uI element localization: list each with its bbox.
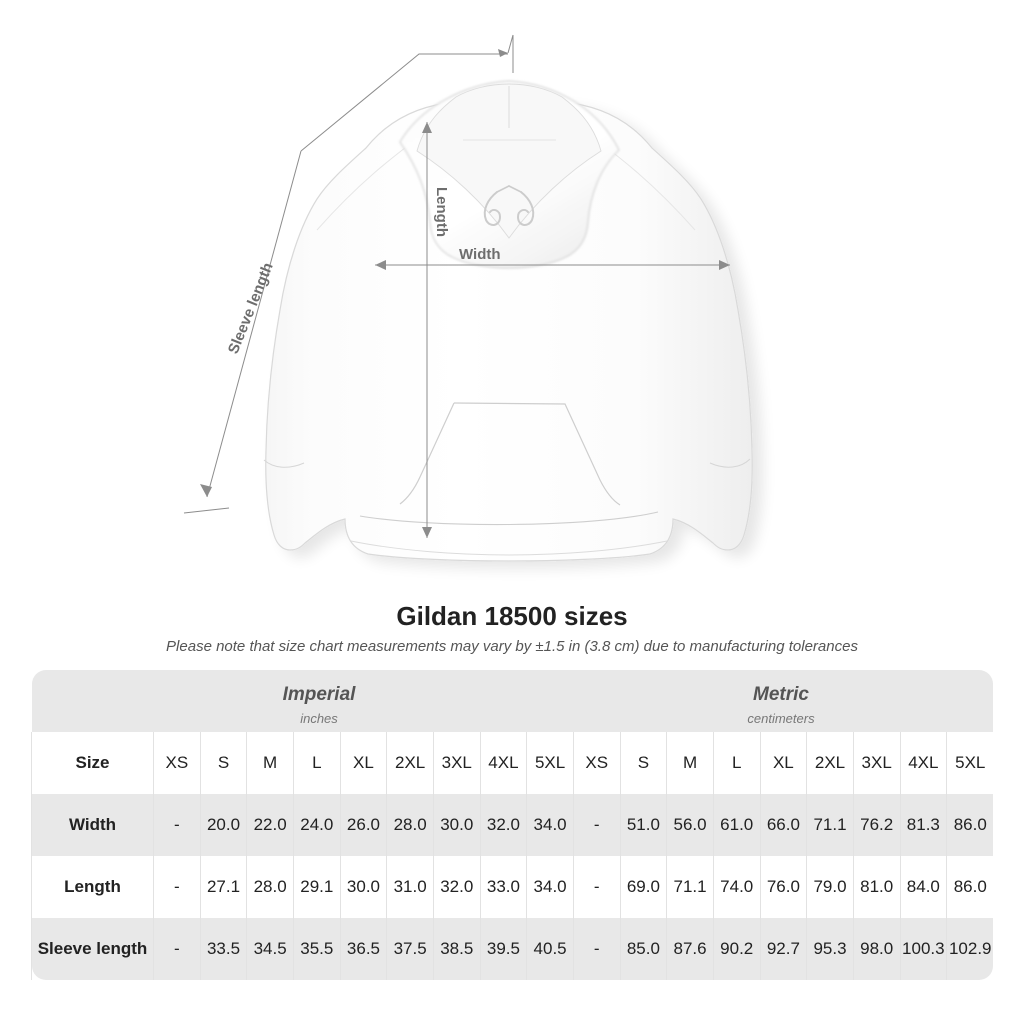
svg-text:Sleeve length: Sleeve length (225, 260, 277, 356)
svg-text:Width: Width (459, 246, 501, 263)
svg-text:Length: Length (433, 187, 450, 237)
